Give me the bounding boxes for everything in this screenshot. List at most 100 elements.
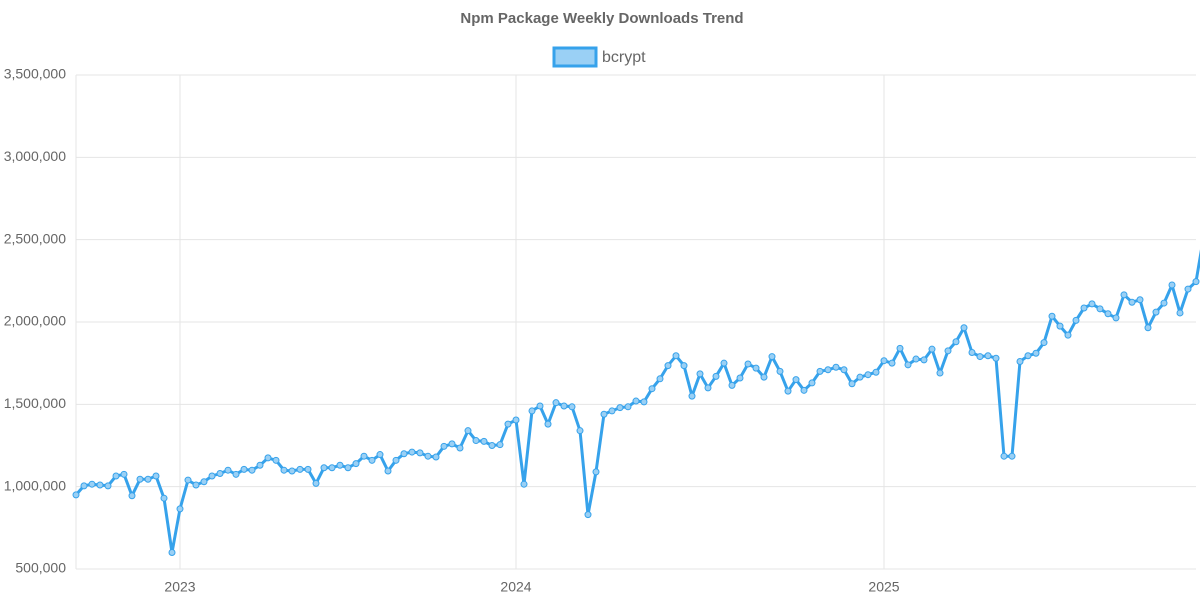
y-tick-label: 2,000,000 xyxy=(4,313,66,329)
point xyxy=(120,470,128,478)
point xyxy=(312,479,320,487)
point xyxy=(272,456,280,464)
x-tick-label: 2023 xyxy=(164,579,195,595)
point xyxy=(896,344,904,352)
point xyxy=(920,356,928,364)
point xyxy=(144,475,152,483)
point xyxy=(960,324,968,332)
point xyxy=(752,364,760,372)
point xyxy=(544,420,552,428)
point xyxy=(984,352,992,360)
point xyxy=(160,494,168,502)
x-tick-label: 2025 xyxy=(868,579,899,595)
point xyxy=(1016,358,1024,366)
point xyxy=(480,437,488,445)
point xyxy=(768,353,776,361)
legend-swatch xyxy=(552,46,598,68)
point xyxy=(736,374,744,382)
point xyxy=(128,492,136,500)
point xyxy=(72,491,80,499)
point xyxy=(152,472,160,480)
point xyxy=(720,359,728,367)
point xyxy=(224,466,232,474)
point xyxy=(824,366,832,374)
point xyxy=(1112,314,1120,322)
point xyxy=(648,385,656,393)
point xyxy=(928,345,936,353)
point xyxy=(336,461,344,469)
point xyxy=(632,397,640,405)
point xyxy=(816,367,824,375)
point xyxy=(112,472,120,480)
point xyxy=(1160,299,1168,307)
point xyxy=(440,442,448,450)
point xyxy=(472,437,480,445)
point xyxy=(1048,312,1056,320)
point xyxy=(944,347,952,355)
point xyxy=(1008,452,1016,460)
point xyxy=(1144,324,1152,332)
point xyxy=(968,348,976,356)
point xyxy=(560,402,568,410)
y-tick-label: 1,000,000 xyxy=(4,477,66,493)
point xyxy=(800,386,808,394)
point xyxy=(696,370,704,378)
point xyxy=(304,465,312,473)
point xyxy=(832,363,840,371)
point xyxy=(256,461,264,469)
point xyxy=(1152,308,1160,316)
point xyxy=(384,467,392,475)
point xyxy=(240,465,248,473)
point xyxy=(880,357,888,365)
point xyxy=(600,410,608,418)
point xyxy=(976,353,984,361)
point xyxy=(424,452,432,460)
point xyxy=(872,368,880,376)
point xyxy=(936,369,944,377)
point xyxy=(320,464,328,472)
point xyxy=(104,482,112,490)
point xyxy=(216,469,224,477)
point xyxy=(1192,278,1200,286)
point xyxy=(1176,309,1184,317)
point xyxy=(952,338,960,346)
point xyxy=(592,468,600,476)
point xyxy=(776,367,784,375)
point xyxy=(488,442,496,449)
y-tick-label: 3,500,000 xyxy=(4,66,66,82)
y-tick-label: 3,000,000 xyxy=(4,148,66,164)
point xyxy=(136,475,144,483)
point xyxy=(168,549,176,557)
point xyxy=(1000,452,1008,460)
point xyxy=(840,366,848,374)
point xyxy=(248,466,256,474)
point xyxy=(608,407,616,415)
point xyxy=(888,359,896,367)
point xyxy=(344,464,352,472)
point xyxy=(1080,304,1088,312)
point xyxy=(584,511,592,519)
point xyxy=(504,420,512,428)
point xyxy=(664,362,672,370)
point xyxy=(400,450,408,458)
point xyxy=(992,354,1000,362)
chart-title: Npm Package Weekly Downloads Trend xyxy=(460,10,743,27)
point xyxy=(640,398,648,406)
point xyxy=(552,399,560,407)
point xyxy=(392,456,400,464)
point xyxy=(368,456,376,464)
point xyxy=(464,427,472,435)
point xyxy=(864,371,872,379)
line xyxy=(74,249,1200,554)
point xyxy=(616,404,624,412)
point xyxy=(912,355,920,363)
point xyxy=(1184,285,1192,293)
point xyxy=(288,467,296,475)
point xyxy=(80,482,88,490)
point xyxy=(408,448,416,456)
point xyxy=(712,372,720,380)
point xyxy=(536,402,544,410)
point xyxy=(1136,296,1144,304)
point xyxy=(856,373,864,381)
point xyxy=(784,387,792,395)
